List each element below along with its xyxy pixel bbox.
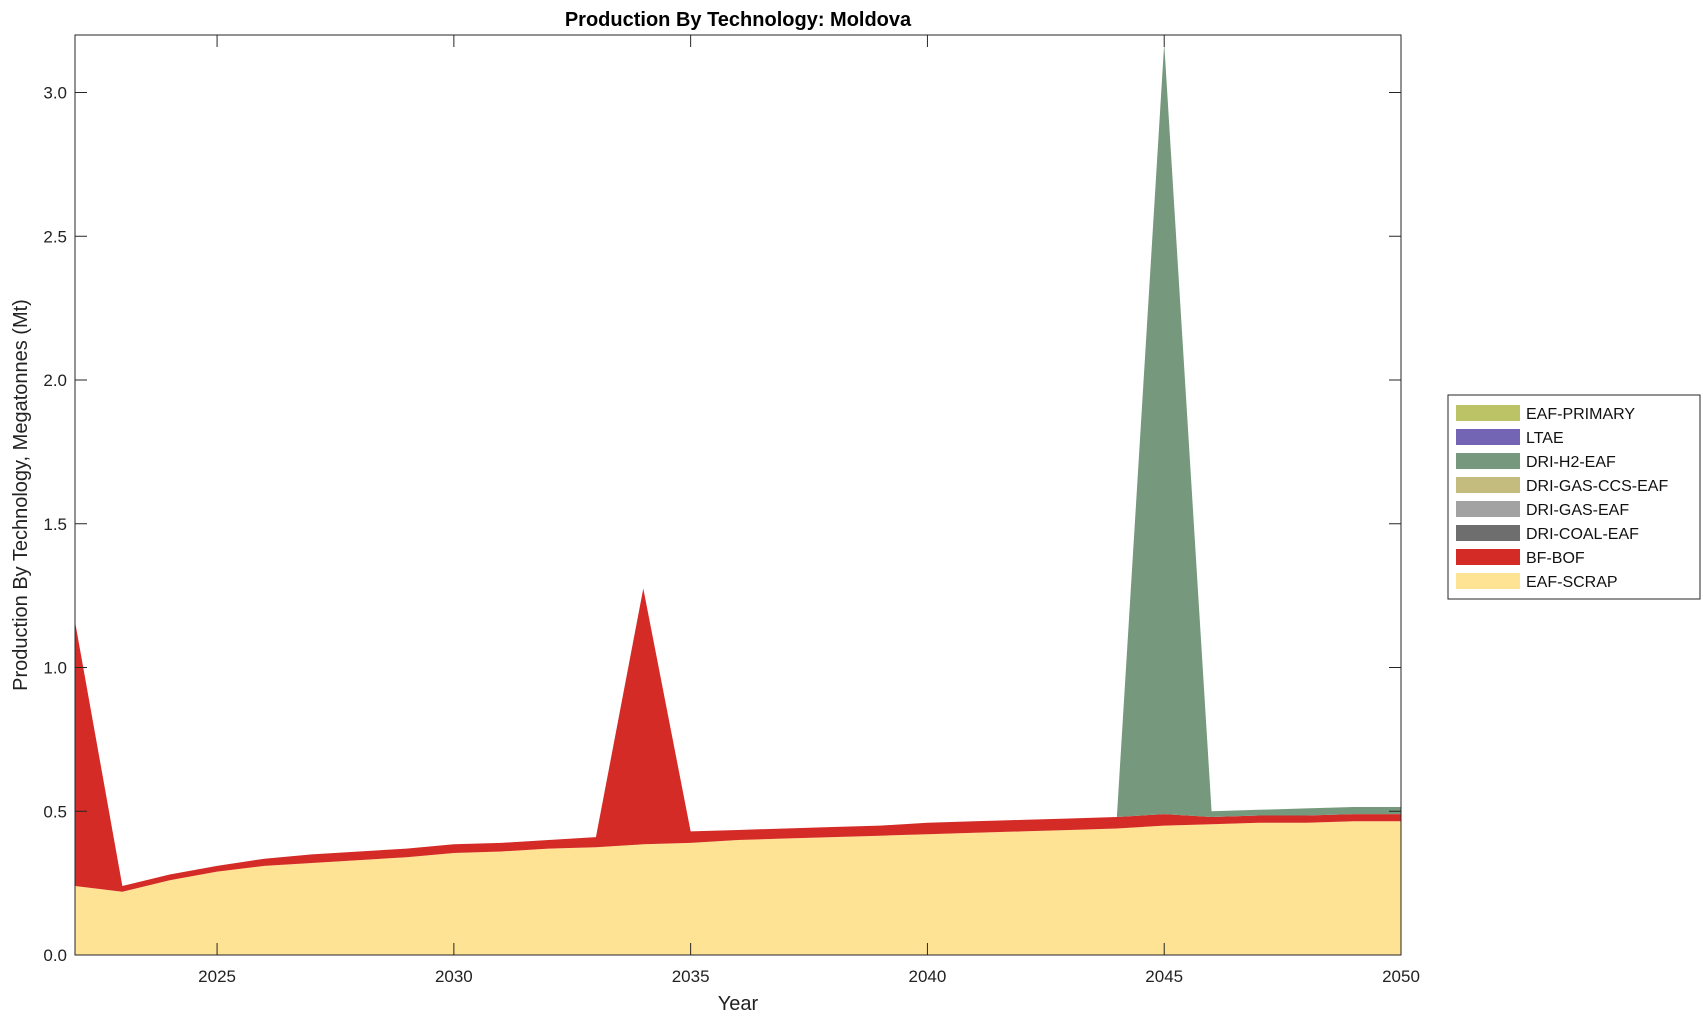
x-tick-label: 2040 bbox=[909, 967, 947, 986]
legend-entry-dri-coal-eaf: DRI-COAL-EAF bbox=[1526, 526, 1639, 543]
area-dri-h2-eaf bbox=[75, 43, 1401, 886]
y-tick-label: 2.0 bbox=[43, 371, 67, 390]
legend-swatch-dri-coal-eaf bbox=[1456, 525, 1520, 541]
legend-swatch-ltae bbox=[1456, 429, 1520, 445]
legend: EAF-PRIMARY LTAE DRI-H2-EAF DRI-GAS-CCS-EAF… bbox=[1447, 394, 1701, 600]
y-tick-label: 3.0 bbox=[43, 84, 67, 103]
legend-swatch-bf-bof bbox=[1456, 549, 1520, 565]
y-tick-label: 2.5 bbox=[43, 227, 67, 246]
legend-swatch-dri-h2-eaf bbox=[1456, 453, 1520, 469]
legend-box bbox=[1447, 394, 1701, 600]
area-series-group bbox=[75, 43, 1401, 955]
area-eaf-scrap bbox=[75, 821, 1401, 955]
x-tick-label: 2050 bbox=[1382, 967, 1420, 986]
legend-swatch-eaf-primary bbox=[1456, 405, 1520, 421]
y-tick-label: 0.0 bbox=[43, 946, 67, 965]
chart-title: Production By Technology: Moldova bbox=[565, 9, 912, 31]
y-axis-ticks: 0.0 0.5 1.0 1.5 2.0 2.5 3.0 bbox=[43, 84, 1401, 965]
x-tick-label: 2035 bbox=[672, 967, 710, 986]
legend-swatch-eaf-scrap bbox=[1456, 573, 1520, 589]
plot-frame bbox=[74, 34, 1402, 956]
legend-swatch-dri-gas-ccs-eaf bbox=[1456, 477, 1520, 493]
x-axis-label: Year bbox=[718, 993, 759, 1015]
area-bf-bof bbox=[75, 588, 1401, 892]
y-tick-label: 1.0 bbox=[43, 659, 67, 678]
legend-entry-dri-gas-eaf: DRI-GAS-EAF bbox=[1526, 502, 1629, 519]
y-tick-label: 1.5 bbox=[43, 515, 67, 534]
legend-entry-ltae: LTAE bbox=[1526, 430, 1564, 447]
legend-entry-bf-bof: BF-BOF bbox=[1526, 550, 1585, 567]
legend-swatch-dri-gas-eaf bbox=[1456, 501, 1520, 517]
x-tick-label: 2045 bbox=[1145, 967, 1183, 986]
legend-entry-dri-gas-ccs-eaf: DRI-GAS-CCS-EAF bbox=[1526, 478, 1668, 495]
legend-entry-dri-h2-eaf: DRI-H2-EAF bbox=[1526, 454, 1616, 471]
y-tick-label: 0.5 bbox=[43, 802, 67, 821]
x-axis-ticks: 2025 2030 2035 2040 2045 2050 bbox=[198, 35, 1420, 986]
legend-entry-eaf-primary: EAF-PRIMARY bbox=[1526, 406, 1635, 423]
x-tick-label: 2030 bbox=[435, 967, 473, 986]
legend-entry-eaf-scrap: EAF-SCRAP bbox=[1526, 574, 1618, 591]
x-tick-label: 2025 bbox=[198, 967, 236, 986]
y-axis-label: Production By Technology, Megatonnes (Mt… bbox=[10, 299, 32, 691]
